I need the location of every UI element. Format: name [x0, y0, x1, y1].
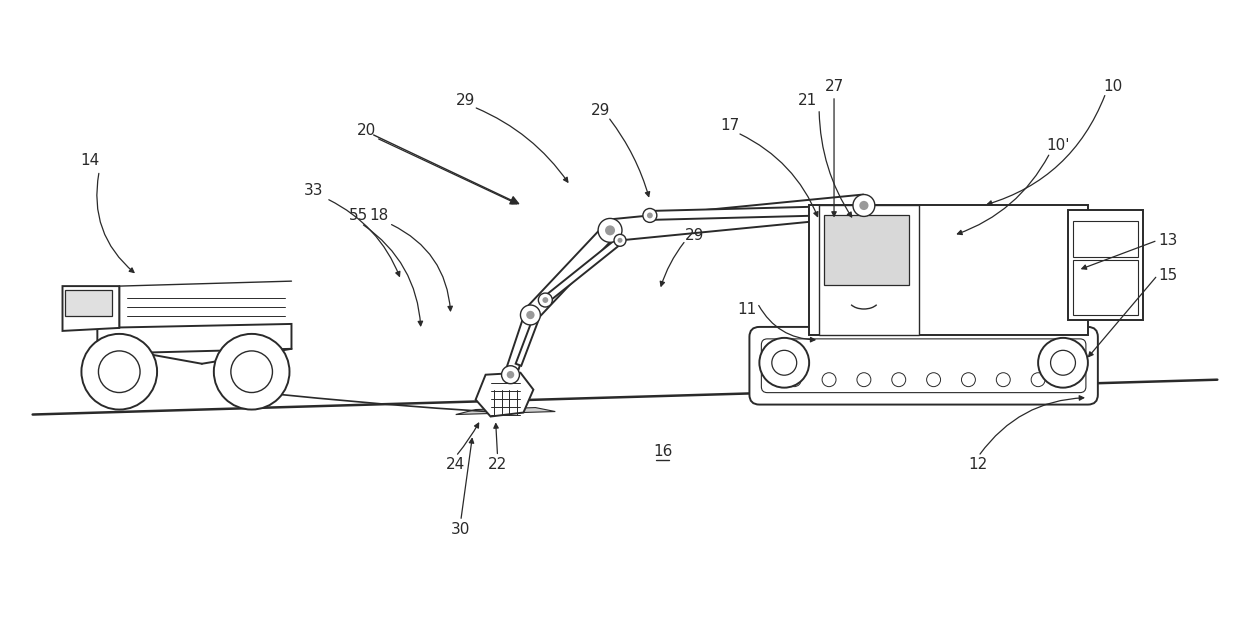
Text: 11: 11	[738, 303, 758, 317]
Circle shape	[507, 371, 515, 378]
FancyBboxPatch shape	[749, 327, 1097, 405]
Circle shape	[853, 195, 875, 216]
Circle shape	[822, 373, 836, 387]
Polygon shape	[456, 407, 556, 415]
Circle shape	[98, 351, 140, 392]
Circle shape	[538, 293, 552, 307]
Text: 16: 16	[653, 444, 672, 459]
Circle shape	[926, 373, 941, 387]
Circle shape	[231, 351, 273, 392]
Text: 29: 29	[684, 228, 704, 243]
Text: 21: 21	[797, 94, 817, 108]
Text: 10: 10	[1104, 79, 1122, 94]
Text: 29: 29	[590, 104, 610, 118]
Circle shape	[526, 311, 534, 319]
Text: 30: 30	[451, 521, 470, 536]
Circle shape	[82, 334, 157, 410]
Polygon shape	[525, 225, 616, 321]
Text: 33: 33	[304, 183, 324, 198]
Circle shape	[521, 305, 541, 325]
Polygon shape	[476, 373, 533, 417]
Text: 10': 10'	[1047, 138, 1070, 153]
Text: 12: 12	[968, 457, 988, 472]
Circle shape	[961, 373, 976, 387]
Circle shape	[771, 350, 797, 375]
Circle shape	[996, 373, 1011, 387]
Polygon shape	[609, 195, 866, 241]
Polygon shape	[650, 206, 844, 220]
FancyBboxPatch shape	[1073, 221, 1137, 257]
Circle shape	[501, 366, 520, 384]
Circle shape	[857, 373, 870, 387]
Circle shape	[759, 338, 810, 388]
Text: 27: 27	[825, 79, 843, 94]
Text: 18: 18	[370, 208, 388, 223]
Circle shape	[614, 234, 626, 246]
Polygon shape	[62, 286, 119, 331]
Text: 13: 13	[1158, 233, 1177, 248]
Circle shape	[642, 208, 657, 223]
Polygon shape	[516, 319, 538, 366]
FancyBboxPatch shape	[761, 339, 1086, 392]
Polygon shape	[505, 313, 536, 376]
Text: 20: 20	[357, 123, 376, 138]
FancyBboxPatch shape	[1073, 260, 1137, 315]
Polygon shape	[543, 237, 622, 303]
Text: 15: 15	[1158, 268, 1177, 283]
Circle shape	[598, 218, 622, 242]
Circle shape	[1038, 338, 1087, 388]
FancyBboxPatch shape	[820, 205, 919, 335]
Circle shape	[542, 297, 548, 303]
Circle shape	[618, 238, 622, 243]
FancyBboxPatch shape	[1068, 210, 1142, 320]
Text: 24: 24	[446, 457, 465, 472]
Polygon shape	[98, 324, 291, 354]
Circle shape	[647, 213, 652, 218]
FancyBboxPatch shape	[825, 215, 909, 285]
Circle shape	[892, 373, 905, 387]
Text: 14: 14	[81, 153, 100, 168]
FancyBboxPatch shape	[810, 205, 1087, 335]
Circle shape	[787, 373, 801, 387]
Text: 29: 29	[456, 94, 475, 108]
Polygon shape	[66, 290, 113, 316]
Circle shape	[859, 201, 868, 210]
Circle shape	[1032, 373, 1045, 387]
Text: 22: 22	[487, 457, 507, 472]
Circle shape	[1050, 350, 1075, 375]
Text: 55: 55	[348, 208, 368, 223]
Circle shape	[605, 225, 615, 236]
Text: 17: 17	[720, 118, 739, 133]
Circle shape	[213, 334, 289, 410]
